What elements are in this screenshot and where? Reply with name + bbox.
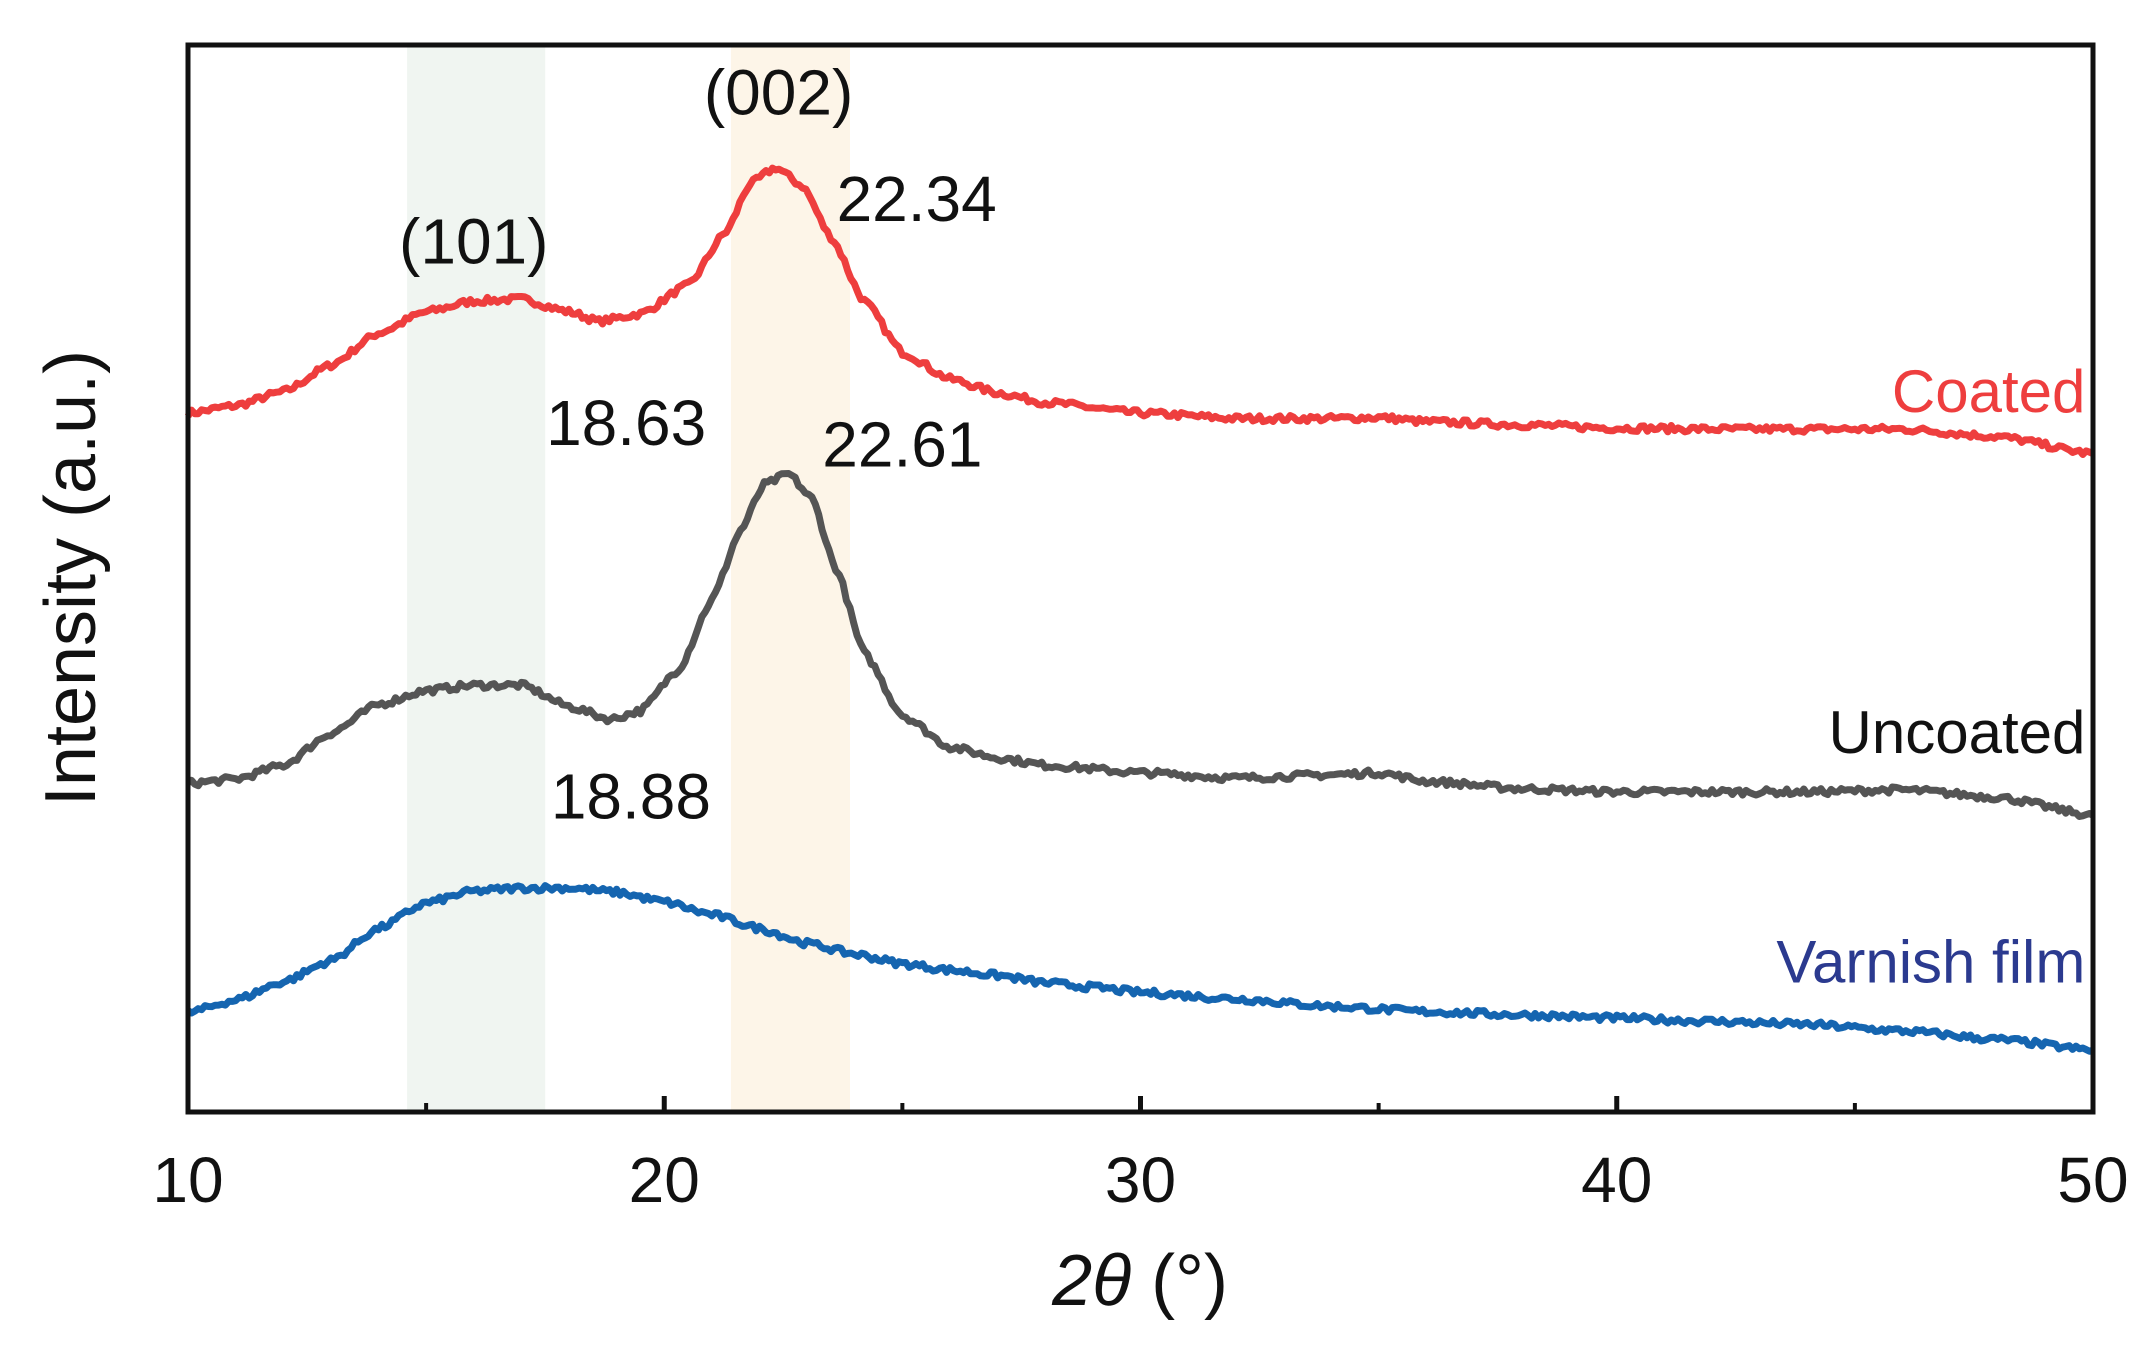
value-22-34: 22.34 xyxy=(837,163,997,235)
x-tick-label: 20 xyxy=(629,1144,700,1216)
label-101: (101) xyxy=(399,206,548,278)
series-label-uncoated: Uncoated xyxy=(1829,699,2086,766)
series-labels: Coated Uncoated Varnish film xyxy=(1776,358,2085,996)
series-lines xyxy=(184,164,2095,1055)
value-22-61: 22.61 xyxy=(822,408,982,480)
value-18-88: 18.88 xyxy=(551,761,711,833)
series-line-coated xyxy=(184,164,2095,458)
x-tick-label: 30 xyxy=(1105,1144,1176,1216)
band-002 xyxy=(730,45,850,1112)
x-axis-title-symbol: 2θ xyxy=(1051,1241,1131,1321)
series-label-varnish-film: Varnish film xyxy=(1776,929,2085,996)
x-tick-label: 10 xyxy=(152,1144,223,1216)
series-line-varnish-film xyxy=(185,882,2095,1055)
value-18-63: 18.63 xyxy=(546,387,706,459)
x-tick-label: 50 xyxy=(2057,1144,2128,1216)
series-line-uncoated xyxy=(185,470,2095,820)
highlight-bands xyxy=(407,45,850,1112)
x-axis-title-unit: (°) xyxy=(1131,1241,1228,1321)
band-101 xyxy=(407,45,546,1112)
peak-annotations: (002) (101) 22.34 18.63 22.61 18.88 xyxy=(399,56,997,832)
series-label-coated: Coated xyxy=(1892,358,2085,425)
x-axis-title: 2θ (°) xyxy=(1051,1241,1228,1321)
label-002: (002) xyxy=(704,56,853,128)
x-tick-label: 40 xyxy=(1581,1144,1652,1216)
x-axis-ticks: 10 20 30 40 50 xyxy=(152,1096,2129,1216)
y-axis-title: Intensity (a.u.) xyxy=(31,350,111,806)
